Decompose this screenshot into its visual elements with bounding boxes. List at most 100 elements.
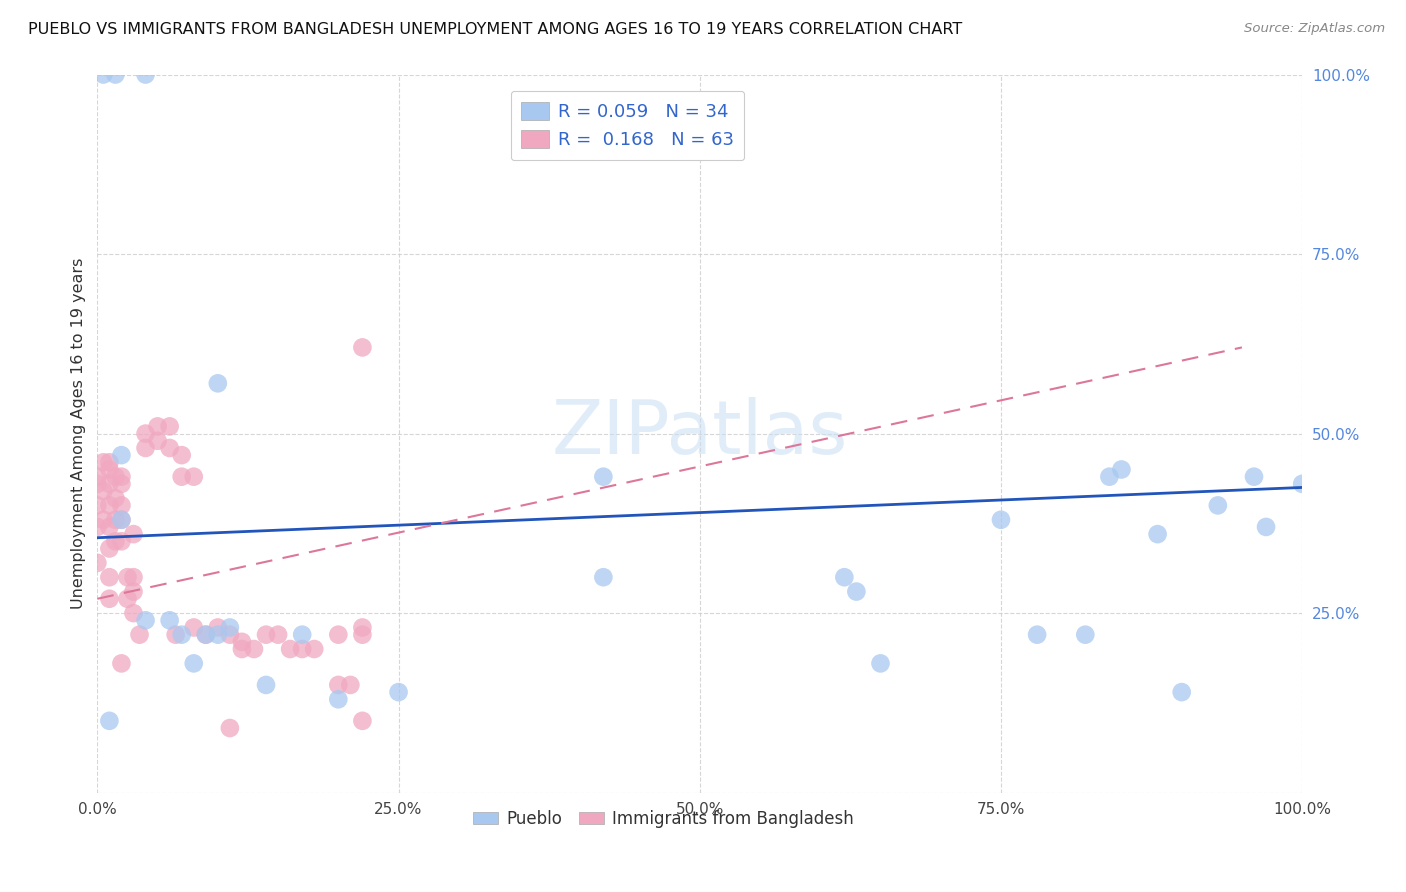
Point [1026, 628, 1049, 642]
Point [98, 520, 121, 534]
Point [207, 628, 229, 642]
Point [98, 499, 121, 513]
Point [86, 499, 108, 513]
Point [834, 570, 856, 584]
Point [278, 642, 301, 657]
Point [231, 635, 253, 649]
Point [110, 513, 132, 527]
Point [117, 591, 139, 606]
Point [110, 513, 132, 527]
Point [254, 678, 277, 692]
Point [219, 620, 242, 634]
Point [1074, 628, 1097, 642]
Point [387, 685, 409, 699]
Y-axis label: Unemployment Among Ages 16 to 19 years: Unemployment Among Ages 16 to 19 years [72, 258, 86, 609]
Point [98, 714, 121, 728]
Point [1111, 462, 1133, 476]
Point [159, 419, 181, 434]
Point [291, 642, 314, 657]
Point [110, 534, 132, 549]
Point [194, 628, 217, 642]
Point [1170, 685, 1192, 699]
Point [1146, 527, 1168, 541]
Point [845, 584, 868, 599]
Point [207, 620, 229, 634]
Point [135, 68, 157, 82]
Point [110, 476, 132, 491]
Point [302, 642, 325, 657]
Point [122, 527, 145, 541]
Point [93, 68, 115, 82]
Point [1243, 469, 1265, 483]
Point [869, 657, 891, 671]
Point [93, 455, 115, 469]
Point [267, 628, 290, 642]
Point [592, 469, 614, 483]
Point [110, 448, 132, 462]
Point [170, 628, 193, 642]
Point [98, 455, 121, 469]
Point [339, 678, 361, 692]
Point [86, 520, 108, 534]
Point [104, 68, 127, 82]
Point [207, 376, 229, 391]
Point [352, 340, 374, 354]
Point [146, 419, 169, 434]
Point [990, 513, 1012, 527]
Point [352, 628, 374, 642]
Point [219, 721, 242, 735]
Point [1254, 520, 1277, 534]
Point [146, 434, 169, 448]
Point [328, 678, 350, 692]
Point [104, 491, 127, 506]
Point [110, 657, 132, 671]
Point [98, 541, 121, 556]
Point [86, 469, 108, 483]
Point [183, 620, 205, 634]
Point [122, 606, 145, 620]
Point [231, 642, 253, 657]
Point [159, 613, 181, 627]
Point [110, 499, 132, 513]
Point [1098, 469, 1121, 483]
Point [1291, 476, 1313, 491]
Text: PUEBLO VS IMMIGRANTS FROM BANGLADESH UNEMPLOYMENT AMONG AGES 16 TO 19 YEARS CORR: PUEBLO VS IMMIGRANTS FROM BANGLADESH UNE… [28, 22, 962, 37]
Point [165, 628, 187, 642]
Point [194, 628, 217, 642]
Point [117, 570, 139, 584]
Point [254, 628, 277, 642]
Point [1206, 499, 1229, 513]
Point [98, 591, 121, 606]
Legend: Pueblo, Immigrants from Bangladesh: Pueblo, Immigrants from Bangladesh [467, 804, 860, 835]
Text: ZIPatlas: ZIPatlas [551, 397, 848, 470]
Point [104, 513, 127, 527]
Point [122, 584, 145, 599]
Point [93, 513, 115, 527]
Point [98, 462, 121, 476]
Point [86, 476, 108, 491]
Point [592, 570, 614, 584]
Point [183, 657, 205, 671]
Point [183, 469, 205, 483]
Point [219, 628, 242, 642]
Point [104, 469, 127, 483]
Point [93, 483, 115, 498]
Point [135, 613, 157, 627]
Point [128, 628, 150, 642]
Point [243, 642, 266, 657]
Point [98, 476, 121, 491]
Point [352, 714, 374, 728]
Point [110, 469, 132, 483]
Point [291, 628, 314, 642]
Point [170, 469, 193, 483]
Point [135, 441, 157, 455]
Point [352, 620, 374, 634]
Point [98, 570, 121, 584]
Point [122, 570, 145, 584]
Point [328, 692, 350, 706]
Point [170, 448, 193, 462]
Point [86, 556, 108, 570]
Point [135, 426, 157, 441]
Point [328, 628, 350, 642]
Text: Source: ZipAtlas.com: Source: ZipAtlas.com [1244, 22, 1385, 36]
